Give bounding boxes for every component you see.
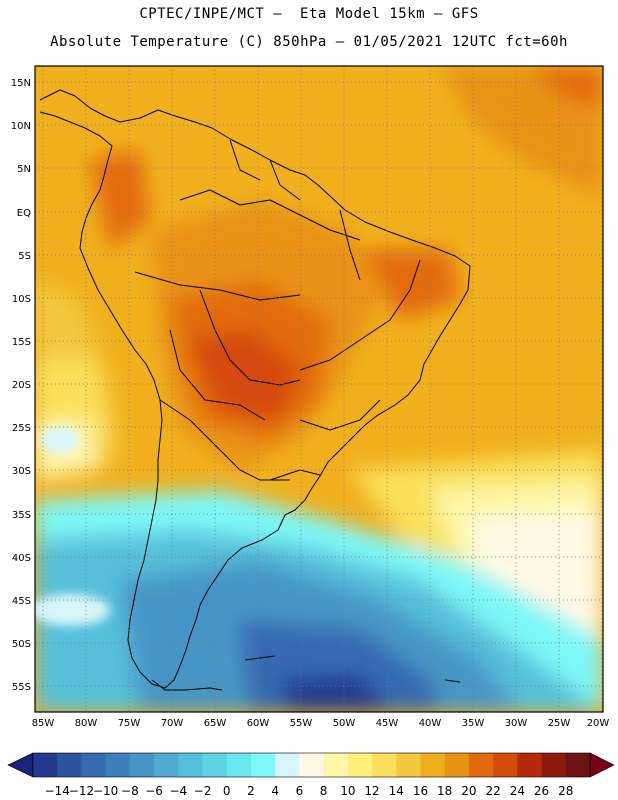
colorbar-swatch [250, 753, 276, 777]
lon-label: 40W [419, 718, 442, 729]
lon-label: 50W [333, 718, 356, 729]
colorbar-label: 10 [340, 784, 355, 798]
colorbar-label: −8 [121, 784, 139, 798]
colorbar-label: 24 [510, 784, 525, 798]
lon-label: 20W [587, 718, 610, 729]
title-line-2: Absolute Temperature (C) 850hPa – 01/05/… [50, 34, 568, 50]
lon-label: 85W [32, 718, 55, 729]
colorbar-swatch [468, 753, 494, 777]
colorbar-swatch [275, 753, 300, 777]
lat-label: EQ [17, 208, 31, 219]
lon-label: 75W [118, 718, 141, 729]
colorbar-swatch [57, 753, 82, 777]
lat-label: 35S [12, 510, 31, 521]
colorbar-label: 18 [437, 784, 452, 798]
lat-label: 55S [12, 682, 31, 693]
colorbar-swatch [493, 753, 518, 777]
colorbar-swatch [565, 753, 591, 777]
lat-label: 30S [12, 466, 31, 477]
colorbar-label: 28 [558, 784, 573, 798]
colorbar-swatch [347, 753, 373, 777]
lon-label: 65W [204, 718, 227, 729]
title-line-1: CPTEC/INPE/MCT – Eta Model 15km – GFS [139, 6, 479, 22]
latitude-labels: 15N 10N 5N EQ 5S 10S 15S 20S 25S 30S 35S… [11, 78, 31, 693]
colorbar-low-arrow [7, 752, 34, 778]
lat-label: 25S [12, 423, 31, 434]
lat-label: 50S [12, 639, 31, 650]
map-frame [34, 65, 604, 713]
colorbar-label: −2 [194, 784, 212, 798]
colorbar-label: 20 [461, 784, 476, 798]
colorbar-swatch [105, 753, 131, 777]
colorbar-label: 6 [296, 784, 304, 798]
colorbar-label: −14 [45, 784, 70, 798]
lon-label: 80W [75, 718, 98, 729]
colorbar-swatch [396, 753, 421, 777]
lat-label: 15N [11, 78, 31, 89]
colorbar-frame [32, 752, 591, 778]
colorbar-swatch [517, 753, 542, 777]
colorbar-label: 8 [320, 784, 328, 798]
colorbar-swatch [129, 753, 155, 777]
colorbar-swatch [372, 753, 397, 777]
colorbar-swatch [154, 753, 179, 777]
lon-label: 30W [505, 718, 528, 729]
lat-label: 40S [12, 553, 31, 564]
colorbar-label: −10 [93, 784, 118, 798]
colorbar-label: 12 [364, 784, 379, 798]
lat-label: 10N [11, 121, 31, 132]
longitude-labels: 85W 80W 75W 70W 65W 60W 55W 50W 45W 40W … [32, 718, 610, 729]
colorbar-label: −4 [169, 784, 187, 798]
colorbar-swatch [202, 753, 228, 777]
colorbar-swatch [226, 753, 252, 777]
colorbar-label: 0 [223, 784, 231, 798]
temperature-field [35, 66, 603, 712]
colorbar-label: 26 [534, 784, 549, 798]
lon-label: 70W [161, 718, 184, 729]
colorbar-label: 16 [413, 784, 428, 798]
colorbar-swatch [541, 753, 567, 777]
colorbar-label: 14 [389, 784, 404, 798]
lon-label: 35W [462, 718, 485, 729]
lon-label: 45W [376, 718, 399, 729]
colorbar-swatch [81, 753, 106, 777]
lat-label: 20S [12, 380, 31, 391]
colorbar-label: 2 [247, 784, 255, 798]
colorbar-swatch [420, 753, 445, 777]
colorbar-label: −12 [69, 784, 94, 798]
lat-label: 45S [12, 596, 31, 607]
lon-label: 25W [548, 718, 571, 729]
lat-label: 5N [17, 164, 31, 175]
colorbar-label: 22 [485, 784, 500, 798]
graticule [35, 66, 603, 712]
lat-label: 15S [12, 337, 31, 348]
coastline-outline [39, 89, 471, 691]
lat-label: 10S [12, 294, 31, 305]
colorbar-swatch [299, 753, 324, 777]
lat-label: 5S [18, 251, 31, 262]
colorbar-swatch [178, 753, 203, 777]
colorbar-swatch [33, 753, 58, 777]
colorbar-swatch [444, 753, 470, 777]
colorbar-label: −6 [145, 784, 163, 798]
colorbar-label: 4 [271, 784, 279, 798]
colorbar-high-arrow [589, 752, 615, 778]
colorbar-swatch [323, 753, 349, 777]
lon-label: 60W [247, 718, 270, 729]
lon-label: 55W [290, 718, 313, 729]
colorbar: −14−12−10 −8 −6 −4 −2 0 2 4 6 8 10 12 14 16 18 20 22 24 26… [7, 752, 615, 798]
